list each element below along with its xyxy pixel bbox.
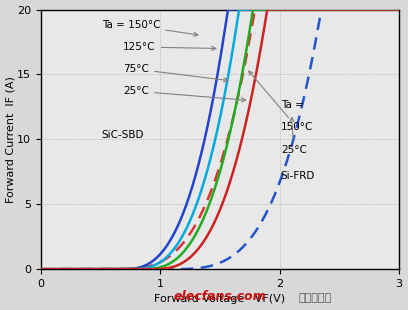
Text: 25°C: 25°C — [123, 86, 246, 102]
Text: Si-FRD: Si-FRD — [281, 171, 315, 181]
Text: Ta =: Ta = — [281, 100, 304, 110]
Text: 125°C: 125°C — [123, 42, 216, 52]
Text: SiC-SBD: SiC-SBD — [102, 130, 144, 140]
Text: 25°C: 25°C — [281, 117, 307, 155]
Text: 150°C: 150°C — [249, 71, 313, 132]
X-axis label: Forward Voltage   VF(V): Forward Voltage VF(V) — [154, 294, 286, 304]
Y-axis label: Forward Current  IF (A): Forward Current IF (A) — [6, 76, 16, 203]
Text: 电子发烧友: 电子发烧友 — [299, 293, 332, 303]
Text: 75°C: 75°C — [123, 64, 228, 82]
Text: Ta = 150°C: Ta = 150°C — [102, 20, 198, 36]
Text: elecfans.com: elecfans.com — [173, 290, 266, 303]
